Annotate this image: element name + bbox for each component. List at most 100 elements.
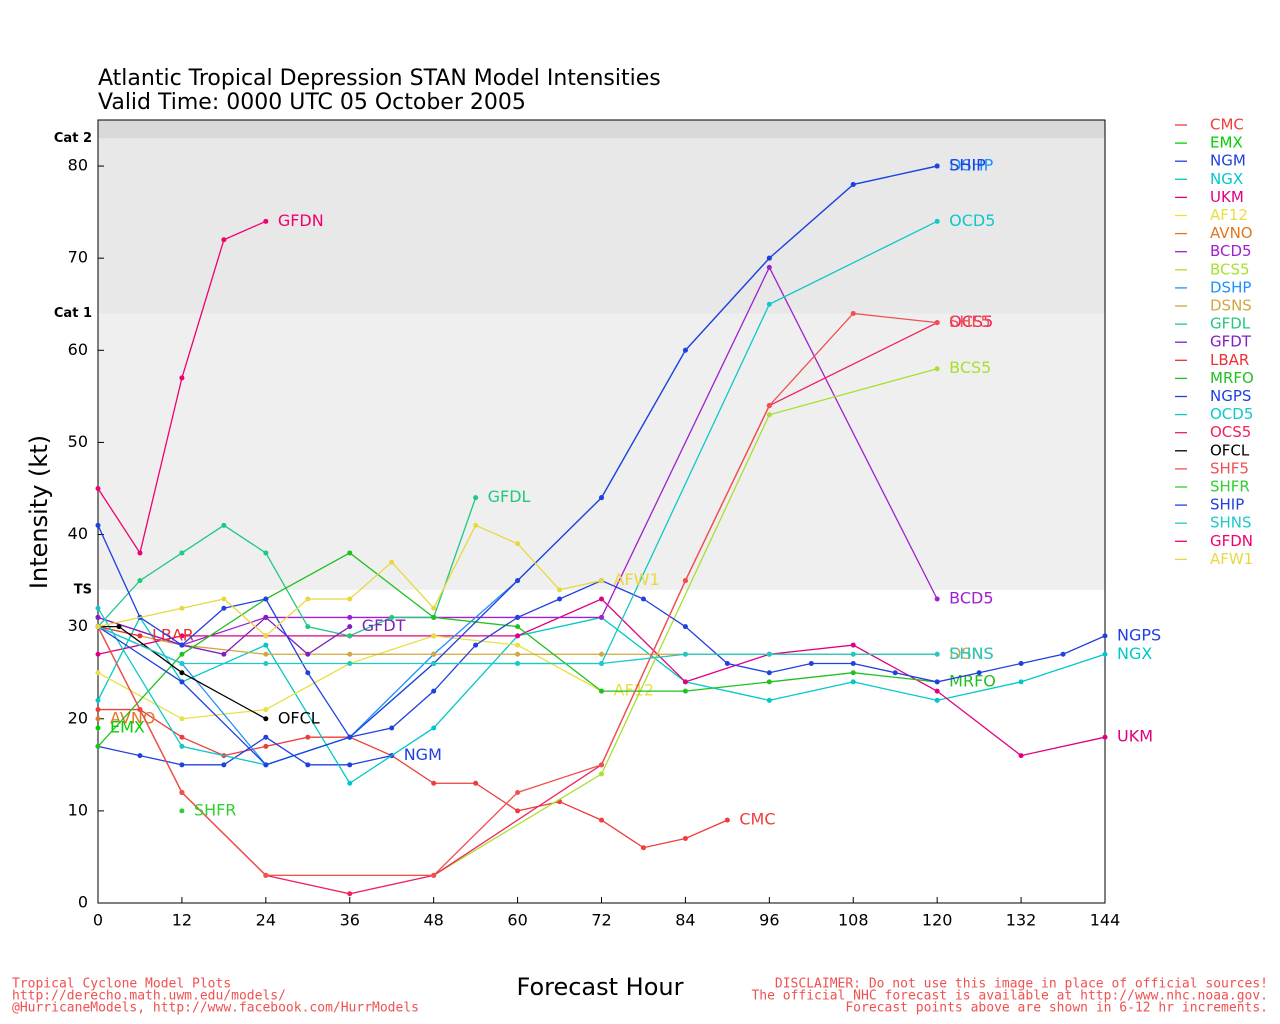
series-end-label: GFDT bbox=[362, 616, 406, 635]
data-point bbox=[473, 642, 479, 648]
data-point bbox=[179, 670, 185, 676]
legend-label: EMX bbox=[1210, 134, 1243, 152]
data-point bbox=[305, 734, 311, 740]
series-end-label: SHIP bbox=[949, 156, 986, 175]
data-point bbox=[263, 734, 269, 740]
data-point bbox=[263, 642, 269, 648]
data-point bbox=[431, 688, 437, 694]
data-point bbox=[263, 716, 269, 722]
legend-label: LBAR bbox=[1210, 351, 1249, 369]
band-label: Cat 2 bbox=[54, 131, 92, 146]
data-point bbox=[1102, 633, 1108, 639]
data-point bbox=[599, 762, 604, 768]
data-point bbox=[850, 642, 856, 648]
data-point bbox=[263, 596, 269, 602]
data-point bbox=[724, 817, 730, 823]
data-point bbox=[179, 633, 185, 639]
data-point bbox=[599, 771, 604, 777]
data-point bbox=[934, 320, 940, 326]
chart-subtitle: Valid Time: 0000 UTC 05 October 2005 bbox=[98, 90, 526, 115]
data-point bbox=[179, 375, 185, 381]
data-point bbox=[431, 725, 437, 731]
data-point bbox=[221, 605, 227, 611]
y-tick-label: 60 bbox=[68, 340, 88, 359]
data-point bbox=[263, 743, 269, 749]
data-point bbox=[640, 596, 646, 602]
legend-label: NGM bbox=[1210, 152, 1246, 170]
x-tick-label: 12 bbox=[172, 911, 192, 930]
series-end-label: NGPS bbox=[1117, 625, 1161, 644]
series-end-label: GFDL bbox=[488, 487, 531, 506]
band-label: TS bbox=[74, 582, 92, 597]
data-point bbox=[599, 596, 604, 602]
data-point bbox=[95, 651, 101, 657]
data-point bbox=[347, 762, 353, 768]
series-end-label: LBAR bbox=[152, 625, 194, 644]
data-point bbox=[431, 633, 437, 639]
series-end-label: SHNS bbox=[949, 644, 993, 663]
series-line bbox=[97, 616, 1106, 785]
data-point bbox=[599, 578, 604, 584]
x-tick-label: 36 bbox=[340, 911, 360, 930]
data-point bbox=[892, 670, 898, 676]
data-point bbox=[179, 789, 185, 795]
data-point bbox=[116, 624, 122, 630]
series-end-label: OCS5 bbox=[949, 312, 993, 331]
data-point bbox=[431, 660, 437, 666]
series-end-label: BCD5 bbox=[949, 589, 993, 608]
data-point bbox=[557, 587, 563, 593]
data-point bbox=[431, 605, 437, 611]
series-line bbox=[97, 736, 392, 766]
data-point bbox=[515, 789, 521, 795]
data-point bbox=[850, 670, 856, 676]
legend-label: GFDL bbox=[1210, 315, 1251, 333]
data-point bbox=[934, 218, 940, 224]
plot-area bbox=[98, 120, 1105, 903]
data-point bbox=[263, 218, 269, 224]
data-point bbox=[305, 596, 311, 602]
data-point bbox=[1102, 651, 1108, 657]
data-point bbox=[431, 651, 437, 657]
data-point bbox=[221, 522, 227, 528]
legend-label: NGPS bbox=[1210, 387, 1251, 405]
series-end-label: AFW1 bbox=[614, 570, 660, 589]
data-point bbox=[515, 660, 521, 666]
x-tick-label: 24 bbox=[256, 911, 276, 930]
data-point bbox=[766, 301, 772, 307]
series-end-label: DSHP bbox=[949, 156, 994, 175]
series-end-label: OCD5 bbox=[949, 211, 995, 230]
data-point bbox=[305, 762, 311, 768]
data-point bbox=[766, 255, 772, 261]
data-point bbox=[347, 614, 353, 620]
data-point bbox=[95, 743, 101, 749]
data-point bbox=[557, 596, 563, 602]
data-point bbox=[766, 697, 772, 703]
data-point bbox=[599, 651, 604, 657]
data-point bbox=[515, 578, 521, 584]
footer-right: DISCLAIMER: Do not use this image in pla… bbox=[775, 977, 1268, 992]
y-tick-label: 30 bbox=[68, 616, 88, 635]
footer-left: http://derecho.math.uwm.edu/models/ bbox=[12, 989, 286, 1004]
data-point bbox=[389, 614, 395, 620]
legend-label: SHNS bbox=[1210, 514, 1252, 532]
data-point bbox=[137, 753, 143, 759]
data-point bbox=[766, 679, 772, 685]
footer-right: Forecast points above are shown in 6-12 … bbox=[845, 1001, 1268, 1016]
x-tick-label: 72 bbox=[591, 911, 611, 930]
data-point bbox=[766, 670, 772, 676]
data-point bbox=[347, 891, 353, 897]
y-tick-label: 10 bbox=[68, 800, 88, 819]
series-end-label: AF12 bbox=[614, 681, 655, 700]
data-point bbox=[850, 660, 856, 666]
legend-label: OCS5 bbox=[1210, 423, 1251, 441]
series-end-label: BCS5 bbox=[949, 358, 991, 377]
legend-label: AF12 bbox=[1210, 206, 1248, 224]
series-end-label: UKM bbox=[1117, 727, 1153, 746]
series-end-label: NGM bbox=[404, 745, 442, 764]
data-point bbox=[431, 872, 437, 878]
data-point bbox=[934, 163, 940, 169]
data-point bbox=[179, 679, 185, 685]
data-point bbox=[850, 651, 856, 657]
y-tick-label: 0 bbox=[78, 893, 88, 912]
